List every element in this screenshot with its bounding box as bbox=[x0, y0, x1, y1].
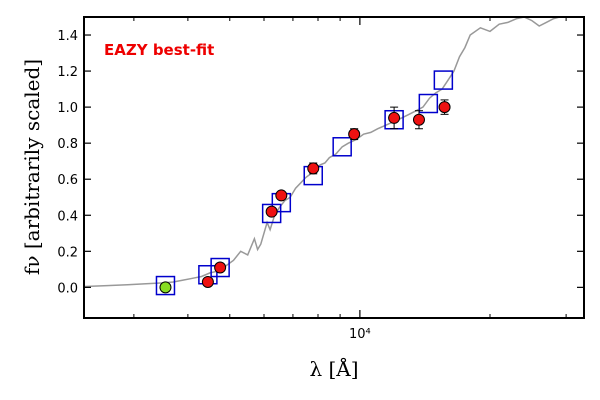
model-flux-box bbox=[155, 275, 176, 296]
observed-flux-point bbox=[307, 162, 320, 175]
x-tick-label: 10⁴ bbox=[349, 327, 371, 342]
y-axis-label: fν [arbitrarily scaled] bbox=[20, 59, 44, 275]
y-tick-label: 1.4 bbox=[57, 29, 78, 44]
axis-ticks: 0.0 0.2 0.4 0.6 0.8 1.0 1.2 1.4 10⁴ bbox=[57, 17, 584, 342]
observed-flux-point bbox=[438, 101, 451, 114]
observed-flux-point bbox=[412, 113, 425, 126]
plot-content bbox=[85, 18, 559, 296]
model-flux-box bbox=[332, 137, 352, 157]
model-flux-box bbox=[418, 93, 439, 114]
y-tick-label: 0.6 bbox=[57, 173, 78, 188]
x-axis-label: λ [Å] bbox=[309, 356, 358, 381]
observed-flux-point bbox=[275, 189, 288, 202]
y-tick-label: 1.0 bbox=[57, 101, 78, 116]
observed-flux-point bbox=[348, 128, 361, 141]
model-flux-box bbox=[210, 257, 230, 278]
plot-frame bbox=[83, 16, 585, 319]
y-tick-label: 0.0 bbox=[57, 281, 78, 296]
model-flux-box bbox=[433, 70, 454, 90]
observed-flux-point bbox=[159, 281, 172, 294]
y-tick-label: 0.4 bbox=[57, 209, 78, 224]
y-tick-label: 0.8 bbox=[57, 137, 78, 152]
y-tick-label: 0.2 bbox=[57, 245, 78, 260]
observed-flux-point bbox=[265, 205, 278, 218]
annotation-label: EAZY best-fit bbox=[104, 41, 214, 59]
y-tick-label: 1.2 bbox=[57, 65, 78, 80]
observed-flux-point bbox=[214, 261, 227, 274]
observed-flux-point bbox=[201, 275, 214, 288]
observed-flux-point bbox=[388, 111, 401, 124]
